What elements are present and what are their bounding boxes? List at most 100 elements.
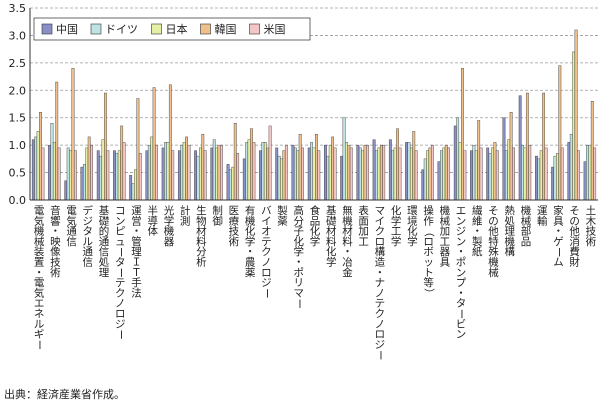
bar — [463, 150, 467, 201]
bar — [372, 139, 376, 201]
bar — [458, 142, 462, 201]
svg-text:冶: 冶 — [342, 256, 353, 269]
svg-text:ゲ: ゲ — [553, 236, 564, 248]
svg-text:テ: テ — [375, 298, 386, 310]
svg-text:工: 工 — [391, 226, 402, 238]
bar — [298, 133, 302, 201]
svg-text:音: 音 — [50, 204, 61, 217]
svg-text:料: 料 — [326, 235, 337, 248]
svg-text:化: 化 — [407, 225, 418, 238]
legend-item: 米国 — [249, 23, 286, 36]
svg-text:光: 光 — [164, 204, 175, 217]
svg-text:の: の — [488, 215, 499, 227]
svg-text:ギ: ギ — [34, 329, 45, 341]
bar — [310, 142, 313, 201]
x-category-label: その他消費財その他消費財 — [569, 205, 580, 269]
svg-text:農: 農 — [245, 256, 256, 269]
bar — [382, 144, 386, 201]
svg-text:・: ・ — [50, 226, 61, 238]
x-category-label: 環境化学環境化学 — [407, 205, 418, 248]
svg-text:生: 生 — [196, 204, 207, 217]
svg-text:ー: ー — [374, 350, 386, 361]
bar — [447, 147, 451, 201]
svg-text:ン: ン — [456, 215, 467, 227]
y-tick-label: 3.5 — [9, 2, 27, 15]
bar — [296, 150, 300, 201]
svg-text:材: 材 — [326, 225, 337, 238]
bar — [196, 155, 200, 201]
bar — [131, 183, 135, 201]
svg-text:映: 映 — [50, 236, 61, 248]
svg-text:Ｔ: Ｔ — [131, 267, 142, 279]
svg-text:品: 品 — [310, 215, 321, 227]
bar — [242, 158, 246, 201]
bar — [423, 158, 427, 201]
x-category-label: 運輸運輸 — [537, 205, 548, 227]
svg-text:学: 学 — [245, 235, 256, 248]
svg-text:ジ: ジ — [115, 318, 126, 330]
svg-text:）: ） — [423, 288, 435, 299]
svg-text:ー: ー — [114, 268, 126, 279]
bar — [203, 150, 207, 201]
svg-text:デ: デ — [83, 204, 94, 217]
y-tick-label: 3.0 — [9, 29, 27, 42]
svg-text:化: 化 — [326, 245, 337, 258]
svg-text:医: 医 — [229, 205, 240, 217]
legend-label: 韓国 — [215, 23, 237, 36]
svg-text:化: 化 — [310, 225, 321, 238]
bar — [444, 144, 448, 201]
legend-swatch — [200, 23, 211, 35]
svg-text:薬: 薬 — [245, 267, 256, 279]
bar — [217, 144, 221, 201]
x-category-label: 医療技術医療技術 — [229, 205, 240, 248]
svg-text:化: 化 — [391, 204, 402, 217]
x-category-label: 機械部品機械部品 — [521, 204, 532, 248]
bar — [442, 147, 446, 201]
bar — [342, 117, 346, 201]
bar — [312, 147, 316, 201]
svg-text:表: 表 — [358, 204, 369, 217]
bar — [231, 166, 235, 201]
svg-text:ー: ー — [114, 247, 126, 258]
bar — [583, 161, 587, 201]
svg-text:電: 電 — [66, 205, 77, 217]
bar — [87, 136, 91, 201]
x-category-label: 表面加工表面加工 — [358, 204, 369, 248]
bar — [409, 147, 413, 201]
svg-text:操: 操 — [423, 204, 434, 217]
bar — [134, 169, 137, 201]
bar — [117, 150, 121, 201]
bar — [358, 147, 362, 201]
svg-text:料: 料 — [196, 235, 207, 248]
svg-text:材: 材 — [196, 225, 207, 238]
bar — [479, 147, 483, 201]
svg-text:通: 通 — [66, 226, 77, 238]
x-category-label: 制御制御 — [212, 204, 223, 227]
bar — [185, 136, 188, 201]
svg-text:具: 具 — [440, 257, 451, 269]
svg-text:学: 学 — [391, 235, 402, 248]
bar — [588, 144, 592, 201]
svg-text:基: 基 — [99, 204, 110, 217]
svg-text:構: 構 — [375, 245, 386, 258]
y-tick-label: 1.5 — [9, 112, 27, 125]
svg-text:気: 気 — [66, 214, 77, 227]
bar — [220, 144, 223, 201]
bar — [324, 144, 327, 201]
svg-text:ピ: ピ — [115, 226, 126, 238]
svg-text:薬: 薬 — [277, 215, 288, 227]
x-category-label: 電気通信電気通信 — [66, 205, 77, 248]
bar — [426, 150, 429, 201]
bar — [180, 144, 184, 201]
svg-text:製: 製 — [277, 204, 288, 217]
bar — [229, 169, 232, 201]
bar — [198, 147, 202, 201]
bar — [315, 133, 318, 201]
x-category-label: コンピューターテクノロジーコンピューターテクノロジー — [114, 205, 126, 340]
svg-text:置: 置 — [34, 257, 45, 269]
bar — [69, 150, 72, 201]
bar — [379, 144, 383, 201]
svg-text:体: 体 — [147, 226, 158, 238]
bar — [115, 153, 119, 201]
